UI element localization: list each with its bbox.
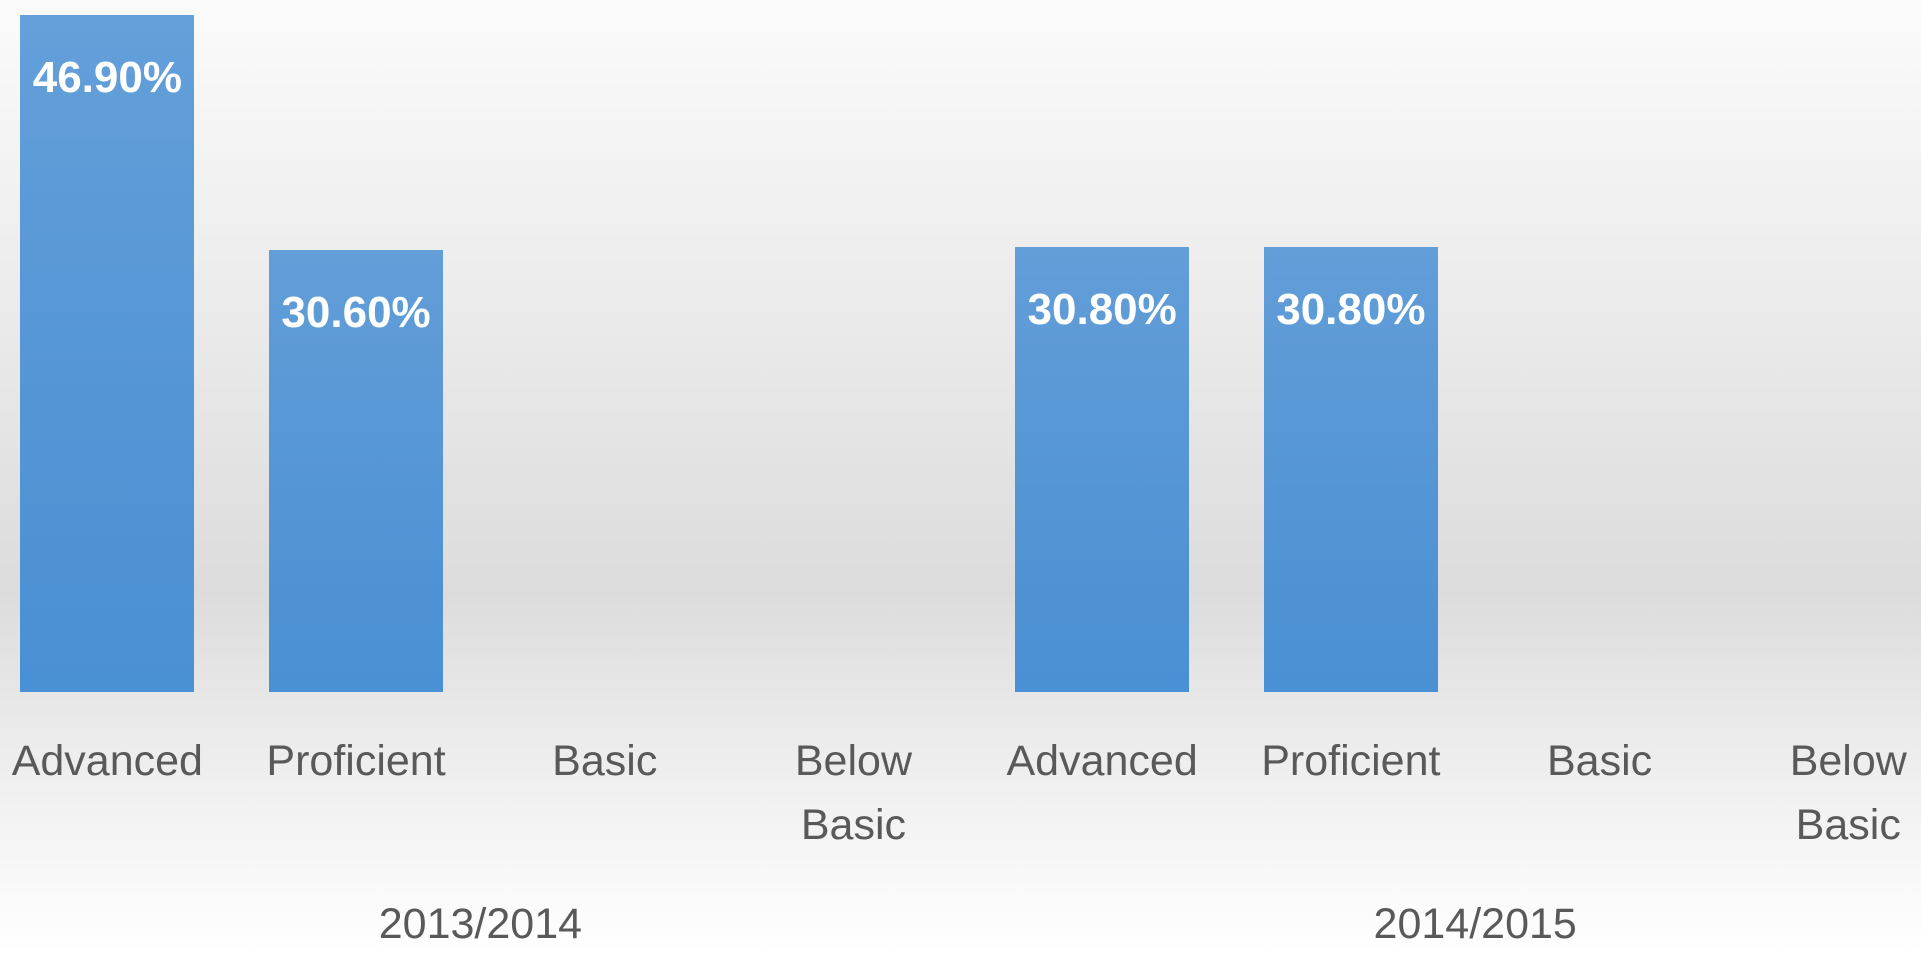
bar [1263, 247, 1438, 692]
category-label: Basic [1546, 737, 1653, 785]
bar [20, 14, 195, 692]
data-label: 46.90% [32, 52, 182, 102]
bar [269, 250, 444, 692]
group-label: 2014/2015 [1373, 900, 1577, 948]
category-label: Basic [552, 737, 658, 785]
category-label: Proficient [266, 737, 446, 785]
category-label: Below Basic [1789, 737, 1907, 849]
category-label: Proficient [1261, 737, 1441, 785]
data-label: 30.80% [1276, 285, 1426, 335]
category-label: Advanced [11, 737, 203, 785]
group-label: 2013/2014 [378, 900, 583, 948]
bar [1015, 247, 1190, 692]
category-label: Advanced [1006, 737, 1198, 785]
data-label: 30.60% [281, 288, 431, 338]
data-label: 30.80% [1027, 285, 1177, 335]
category-label: Below Basic [794, 737, 912, 849]
